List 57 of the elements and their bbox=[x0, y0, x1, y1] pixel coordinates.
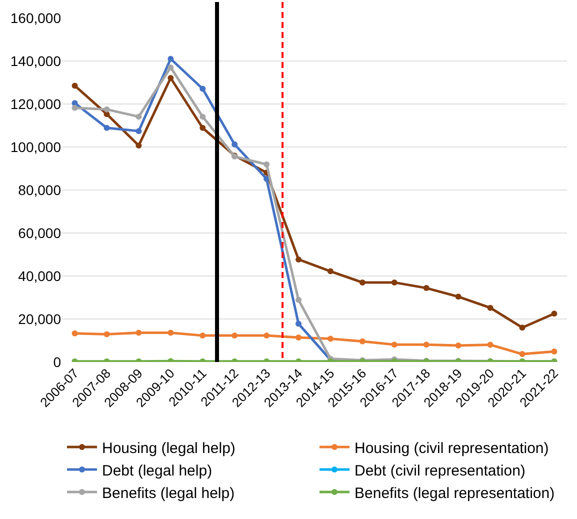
y-tick-label: 0 bbox=[53, 354, 62, 370]
point bbox=[391, 342, 398, 348]
point bbox=[359, 338, 366, 344]
legend-label: Benefits (legal representation) bbox=[354, 484, 555, 502]
point bbox=[455, 342, 462, 348]
point bbox=[327, 336, 334, 342]
point bbox=[296, 320, 302, 327]
y-tick-label: 100,000 bbox=[10, 138, 62, 155]
legend-label: Debt (legal help) bbox=[102, 462, 212, 480]
y-tick-label: 140,000 bbox=[10, 52, 62, 69]
point bbox=[136, 142, 142, 148]
point bbox=[519, 324, 526, 331]
y-tick-label: 60,000 bbox=[18, 224, 62, 241]
point bbox=[487, 342, 494, 348]
point bbox=[359, 279, 366, 286]
point bbox=[264, 332, 270, 339]
point bbox=[264, 161, 270, 168]
legend-label: Debt (civil representation) bbox=[354, 462, 526, 480]
point bbox=[168, 330, 174, 336]
point bbox=[519, 351, 526, 358]
point bbox=[168, 64, 174, 70]
point bbox=[327, 268, 334, 274]
point bbox=[136, 330, 142, 336]
point bbox=[104, 124, 110, 131]
point bbox=[168, 56, 174, 62]
point bbox=[296, 334, 302, 340]
point bbox=[200, 124, 206, 131]
y-tick-label: 80,000 bbox=[18, 182, 62, 198]
y-tick-label: 40,000 bbox=[18, 268, 62, 284]
y-tick-label: 20,000 bbox=[18, 310, 62, 327]
point bbox=[200, 86, 206, 92]
point bbox=[232, 141, 238, 148]
point bbox=[168, 74, 174, 81]
point bbox=[232, 332, 238, 339]
legend-label: Housing (civil representation) bbox=[354, 440, 549, 457]
point bbox=[72, 82, 78, 89]
point bbox=[391, 279, 398, 286]
point bbox=[551, 310, 558, 317]
legend-label: Housing (legal help) bbox=[102, 440, 236, 457]
point bbox=[423, 285, 430, 292]
point bbox=[104, 106, 110, 112]
point bbox=[72, 104, 78, 111]
point bbox=[296, 256, 302, 262]
point bbox=[423, 342, 430, 348]
point bbox=[487, 304, 494, 311]
point bbox=[296, 296, 302, 303]
point bbox=[136, 114, 142, 120]
point bbox=[72, 330, 78, 336]
point bbox=[455, 294, 462, 300]
point bbox=[551, 348, 558, 354]
point bbox=[200, 114, 206, 120]
legend-label: Benefits (legal help) bbox=[102, 484, 235, 502]
y-tick-label: 120,000 bbox=[10, 96, 62, 112]
point bbox=[104, 331, 110, 338]
point bbox=[200, 332, 206, 339]
point bbox=[136, 128, 142, 134]
y-tick-label: 160,000 bbox=[10, 10, 62, 26]
